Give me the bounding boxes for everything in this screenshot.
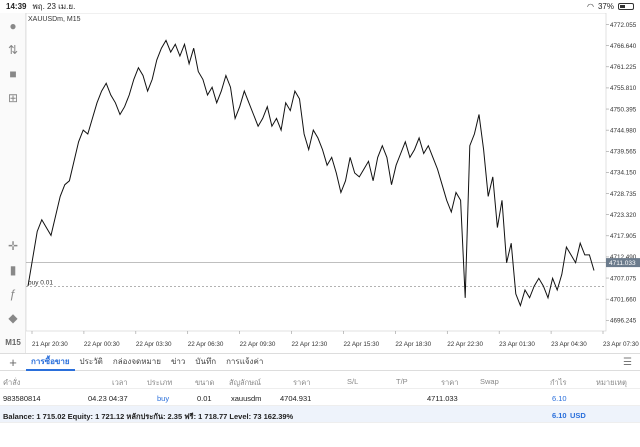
order-price: 4704.931 — [280, 394, 312, 403]
symbol-label: XAUUSDm, M15 — [28, 16, 81, 23]
timeframe-button[interactable]: M15 — [5, 337, 21, 347]
balance-row: Balance: 1 715.02 Equity: 1 721.12 หลักป… — [0, 406, 640, 423]
table-row[interactable]: 983580814 04.23 04:37 buy 0.01 xauusdm 4… — [0, 389, 640, 406]
col-profit: กำไร — [550, 378, 567, 387]
price-tick-label: 4723.320 — [610, 212, 637, 219]
left-toolbar: ● ⇅ ■ ⊞ ✛ ▮ ƒ ◆ M15 — [0, 13, 26, 353]
col-tp: T/P — [396, 377, 408, 386]
time-tick-label: 22 Apr 15:30 — [343, 341, 379, 348]
time-tick-label: 21 Apr 20:30 — [32, 341, 68, 348]
order-profit: 6.10 — [552, 394, 567, 403]
chat-icon[interactable]: ■ — [9, 67, 17, 81]
col-sl: S/L — [347, 377, 359, 386]
plot-frame — [26, 13, 607, 332]
status-date: พฤ. 23 เม.ย. — [32, 2, 76, 11]
trade-table: คำสั่ง เวลา ประเภท ขนาด สัญลักษณ์ ราคา S… — [0, 372, 640, 423]
tab-alerts[interactable]: การแจ้งค่า — [226, 357, 264, 366]
col-swap: Swap — [480, 377, 499, 386]
price-tick-label: 4750.395 — [610, 106, 637, 113]
col-size: ขนาด — [195, 378, 215, 387]
time-tick-label: 22 Apr 06:30 — [188, 341, 224, 348]
price-tick-label: 4712.490 — [610, 254, 637, 261]
battery-percent: 37% — [597, 2, 614, 11]
current-price-badge — [606, 258, 640, 268]
col-price: ราคา — [293, 378, 311, 387]
order-label: buy 0.01 — [28, 279, 53, 286]
chart-type-icon[interactable]: ▮ — [9, 263, 17, 277]
objects-icon[interactable]: ◆ — [8, 311, 18, 325]
menu-icon[interactable]: ☰ — [623, 356, 632, 368]
col-type: ประเภท — [147, 378, 173, 387]
crosshair-icon[interactable]: ✛ — [7, 239, 19, 253]
time-tick-label: 23 Apr 01:30 — [499, 341, 535, 348]
price-tick-label: 4761.225 — [610, 64, 637, 71]
trade-icon[interactable]: ⇅ — [7, 43, 19, 57]
order-size: 0.01 — [197, 394, 212, 403]
time-tick-label: 22 Apr 22:30 — [447, 341, 483, 348]
battery-icon — [618, 3, 634, 10]
col-symbol: สัญลักษณ์ — [229, 378, 262, 387]
price-tick-label: 4734.150 — [610, 170, 637, 177]
order-number: 983580814 — [3, 394, 41, 403]
price-tick-label: 4772.055 — [610, 22, 637, 29]
price-tick-label: 4739.565 — [610, 149, 637, 156]
status-bar: 14:39 พฤ. 23 เม.ย. ◠ 37% — [0, 0, 640, 13]
price-series-line — [27, 39, 595, 308]
table-header: คำสั่ง เวลา ประเภท ขนาด สัญลักษณ์ ราคา S… — [0, 372, 640, 389]
price-tick-label: 4717.905 — [610, 233, 637, 240]
order-type: buy — [157, 394, 170, 403]
time-tick-label: 23 Apr 04:30 — [551, 341, 587, 348]
tab-news[interactable]: ข่าว — [170, 357, 186, 366]
time-tick-label: 23 Apr 07:30 — [603, 341, 639, 348]
col-current-price: ราคา — [441, 378, 459, 387]
col-note: หมายเหตุ — [596, 378, 627, 387]
price-tick-label: 4696.245 — [610, 318, 637, 325]
tab-trade[interactable]: การซื้อขาย — [26, 353, 75, 371]
status-time: 14:39 — [6, 2, 27, 11]
price-tick-label: 4707.075 — [610, 275, 637, 282]
col-order: คำสั่ง — [3, 378, 21, 387]
order-current-price: 4711.033 — [427, 394, 458, 403]
balance-profit: 6.10 — [552, 411, 567, 420]
time-tick-label: 22 Apr 00:30 — [84, 341, 120, 348]
price-tick-label: 4701.660 — [610, 296, 637, 303]
tab-mailbox[interactable]: กล่องจดหมาย — [112, 357, 161, 366]
time-tick-label: 22 Apr 09:30 — [240, 341, 276, 348]
order-symbol: xauusdm — [231, 394, 262, 403]
bottom-area — [0, 423, 640, 447]
price-tick-label: 4728.735 — [610, 191, 637, 198]
col-time: เวลา — [112, 378, 128, 387]
order-time: 04.23 04:37 — [88, 394, 128, 403]
time-tick-label: 22 Apr 18:30 — [395, 341, 431, 348]
current-price-value: 4711.033 — [609, 260, 636, 267]
price-tick-label: 4744.980 — [610, 127, 637, 134]
time-tick-label: 22 Apr 12:30 — [292, 341, 328, 348]
price-tick-label: 4766.640 — [610, 43, 637, 50]
time-tick-label: 22 Apr 03:30 — [136, 341, 172, 348]
price-chart[interactable]: XAUUSDm, M15 4772.055 4766.640 4761.225 475… — [26, 13, 640, 353]
account-icon[interactable]: ● — [9, 19, 17, 33]
add-icon[interactable]: + — [9, 354, 17, 370]
function-icon[interactable]: ƒ — [9, 287, 17, 301]
add-indicator-icon[interactable]: ⊞ — [7, 91, 19, 105]
tab-journal[interactable]: บันทึก — [195, 357, 217, 366]
balance-summary: Balance: 1 715.02 Equity: 1 721.12 หลักป… — [3, 412, 294, 421]
price-tick-label: 4755.810 — [610, 85, 637, 92]
balance-currency: USD — [570, 411, 586, 420]
tab-history[interactable]: ประวัติ — [79, 357, 103, 366]
terminal-tabs: + การซื้อขาย ประวัติ กล่องจดหมาย ข่าว บั… — [0, 353, 640, 371]
wifi-icon: ◠ — [587, 2, 594, 11]
